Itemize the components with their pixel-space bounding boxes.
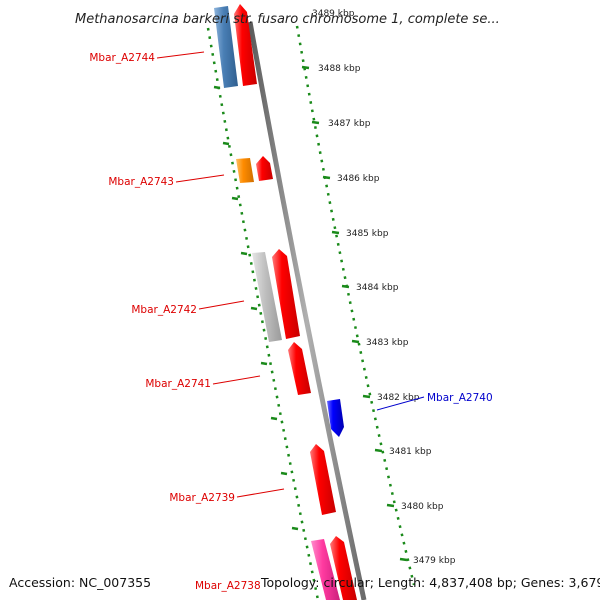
cog-feature-gray (252, 252, 282, 342)
tick-label: 3485 kbp (346, 229, 389, 239)
gene-arrow-mbar-a2743[interactable] (256, 156, 273, 181)
dotted-ring-inner (206, 27, 320, 600)
cog-feature-blue (214, 6, 238, 88)
gene-label-mbar-a2740[interactable]: Mbar_A2740 (427, 392, 493, 404)
tick-label-top-partial: 3489 kbp (312, 9, 355, 19)
gene-label-mbar-a2739[interactable]: Mbar_A2739 (169, 492, 235, 504)
tick-label: 3486 kbp (337, 174, 380, 184)
cog-features (214, 6, 340, 600)
tick-label: 3480 kbp (401, 502, 444, 512)
topology-text: Topology: circular; Length: 4,837,408 bp… (260, 575, 600, 590)
map-title: Methanosarcina barkeri str. fusaro chrom… (75, 12, 500, 27)
tick-label: 3483 kbp (366, 338, 409, 348)
gene-arrow-mbar-a2742[interactable] (272, 249, 300, 339)
gene-label-mbar-a2742[interactable]: Mbar_A2742 (131, 304, 197, 316)
gene-label-mbar-a2744[interactable]: Mbar_A2744 (89, 52, 155, 64)
gene-arrow-mbar-a2740[interactable] (327, 399, 344, 437)
scale-ticks (301, 65, 408, 562)
gene-label-mbar-a2743[interactable]: Mbar_A2743 (108, 176, 174, 188)
tick-label: 3484 kbp (356, 283, 399, 293)
gene-arrows (234, 4, 357, 600)
gene-arrow-mbar-a2739[interactable] (310, 444, 336, 515)
inner-ring-ticks (213, 85, 299, 531)
gene-arrow-mbar-a2744[interactable] (234, 4, 257, 86)
gene-arrow-mbar-a2738[interactable] (330, 536, 357, 600)
dotted-ring-outer (295, 25, 416, 586)
scale-tick-labels: 3489 kbp 3488 kbp 3487 kbp 3486 kbp 3485… (312, 9, 456, 566)
accession-text: Accession: NC_007355 (9, 575, 151, 590)
tick-label: 3482 kbp (377, 393, 420, 403)
tick-label: 3481 kbp (389, 447, 432, 457)
tick-label: 3488 kbp (318, 64, 361, 74)
cog-feature-pink (311, 539, 340, 600)
cog-feature-orange (236, 158, 254, 183)
chromosome-backbone (247, 21, 367, 600)
gene-labels: Mbar_A2744 Mbar_A2743 Mbar_A2742 Mbar_A2… (89, 52, 492, 592)
tick-label: 3487 kbp (328, 119, 371, 129)
gene-label-mbar-a2741[interactable]: Mbar_A2741 (145, 378, 211, 390)
gene-leader-lines (156, 51, 425, 498)
gene-label-mbar-a2738[interactable]: Mbar_A2738 (195, 580, 261, 592)
tick-label: 3479 kbp (413, 556, 456, 566)
gene-arrow-mbar-a2741[interactable] (288, 342, 311, 395)
